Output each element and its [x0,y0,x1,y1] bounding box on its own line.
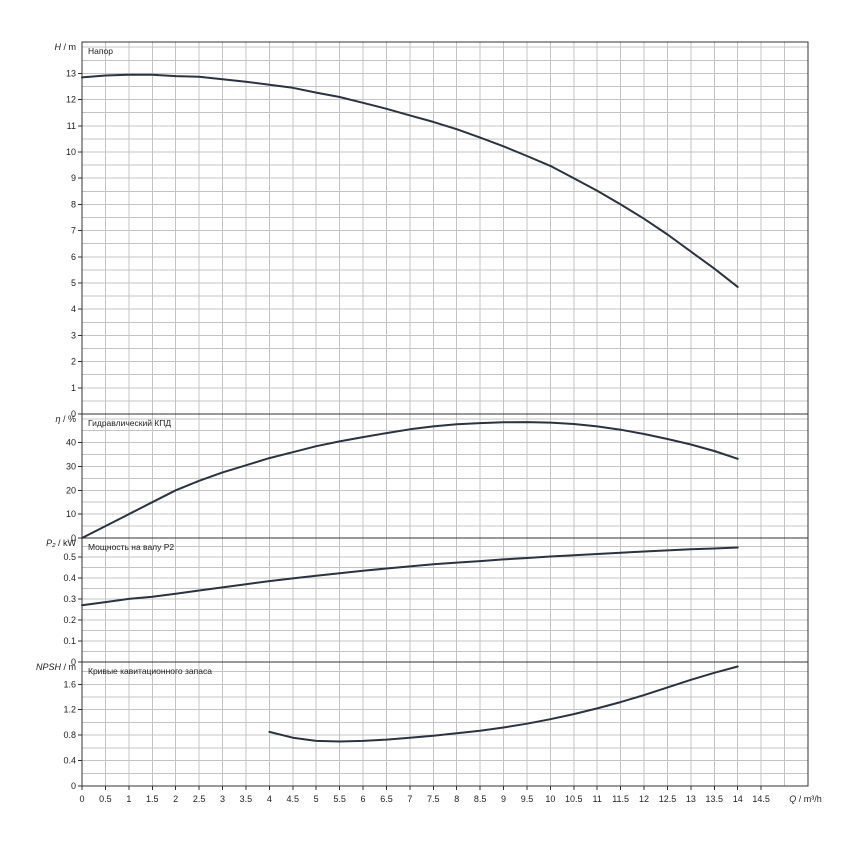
y-tick-label: 0.5 [63,552,76,562]
y-tick-label: 0.8 [63,730,76,740]
y-tick-label: 12 [66,95,76,105]
x-axis-unit: / m³/h [796,794,822,804]
x-tick-label: 3.5 [240,794,253,804]
x-tick-label: 12.5 [659,794,677,804]
panel-title-npsh: Кривые кавитационного запаса [88,666,212,676]
y-tick-label: 8 [71,199,76,209]
panel-title-efficiency: Гидравлический КПД [88,418,171,428]
curve-npsh [268,665,739,743]
x-tick-label: 5.5 [333,794,346,804]
y-tick-label: 30 [66,461,76,471]
x-tick-label: 4 [267,794,272,804]
x-tick-label: 4.5 [287,794,300,804]
x-tick-label: 10 [545,794,555,804]
y-axis-unit: / m [61,42,76,52]
y-tick-label: 0.4 [63,573,76,583]
y-tick-label: 0.2 [63,615,76,625]
y-axis-symbol: NPSH [36,662,62,672]
y-tick-label: 5 [71,278,76,288]
y-tick-label: 11 [67,121,76,131]
y-tick-label: 1.2 [63,705,76,715]
y-tick-label: 10 [66,509,76,519]
x-tick-label: 10.5 [565,794,583,804]
y-axis-label: NPSH / m [36,662,76,672]
y-tick-label: 2 [71,357,76,367]
y-tick-label: 0.4 [63,756,76,766]
x-axis-label: Q / m³/h [789,794,822,804]
y-tick-label: 40 [66,438,76,448]
y-axis-unit: / m [61,662,76,672]
y-tick-label: 6 [71,252,76,262]
y-tick-label: 0 [71,533,76,543]
x-tick-label: 6.5 [380,794,393,804]
curve-efficiency [81,421,739,539]
x-tick-label: 14 [733,794,743,804]
y-tick-label: 20 [66,485,76,495]
y-tick-label: 0 [71,409,76,419]
y-tick-label: 13 [66,68,76,78]
x-tick-label: 5 [314,794,319,804]
plot-frame [81,41,809,787]
x-tick-label: 1.5 [146,794,159,804]
x-tick-label: 11.5 [612,794,629,804]
x-tick-label: 3 [220,794,225,804]
x-tick-label: 7.5 [427,794,440,804]
x-tick-label: 6 [361,794,366,804]
y-axis-unit: / % [60,414,76,424]
x-tick-label: 0 [79,794,84,804]
y-tick-label: 7 [71,226,76,236]
y-axis-symbol: P₂ [46,538,56,548]
y-tick-label: 0 [71,657,76,667]
x-tick-label: 0.5 [99,794,112,804]
y-axis-label: H / m [55,42,77,52]
y-tick-label: 0.1 [63,636,76,646]
x-tick-label: 13.5 [706,794,724,804]
x-tick-label: 9.5 [521,794,534,804]
x-tick-label: 7 [407,794,412,804]
y-tick-label: 1.6 [63,679,76,689]
y-tick-label: 3 [71,330,76,340]
panel-title-head: Напор [88,46,113,56]
x-tick-label: 2.5 [193,794,206,804]
x-tick-label: 13 [686,794,696,804]
y-tick-label: 10 [66,147,76,157]
x-tick-label: 9 [501,794,506,804]
x-tick-label: 2 [173,794,178,804]
curve-head [81,73,739,288]
y-axis-symbol: η [55,414,60,424]
y-axis-label: P₂ / kW [46,538,76,548]
y-axis-unit: / kW [56,538,77,548]
x-tick-label: 8.5 [474,794,487,804]
y-tick-label: 0.3 [63,594,76,604]
panel-title-power: Мощность на валу P2 [88,542,174,552]
x-tick-label: 14.5 [752,794,770,804]
y-tick-label: 4 [71,304,76,314]
curve-power [81,546,739,607]
x-tick-label: 1 [126,794,131,804]
y-axis-symbol: H [55,42,62,52]
x-axis-symbol: Q [789,794,796,804]
y-tick-label: 1 [71,383,76,393]
y-tick-label: 9 [71,173,76,183]
x-tick-label: 11 [593,794,602,804]
x-tick-label: 8 [454,794,459,804]
x-tick-label: 12 [639,794,649,804]
y-tick-label: 0 [71,781,76,791]
y-axis-label: η / % [55,414,76,424]
